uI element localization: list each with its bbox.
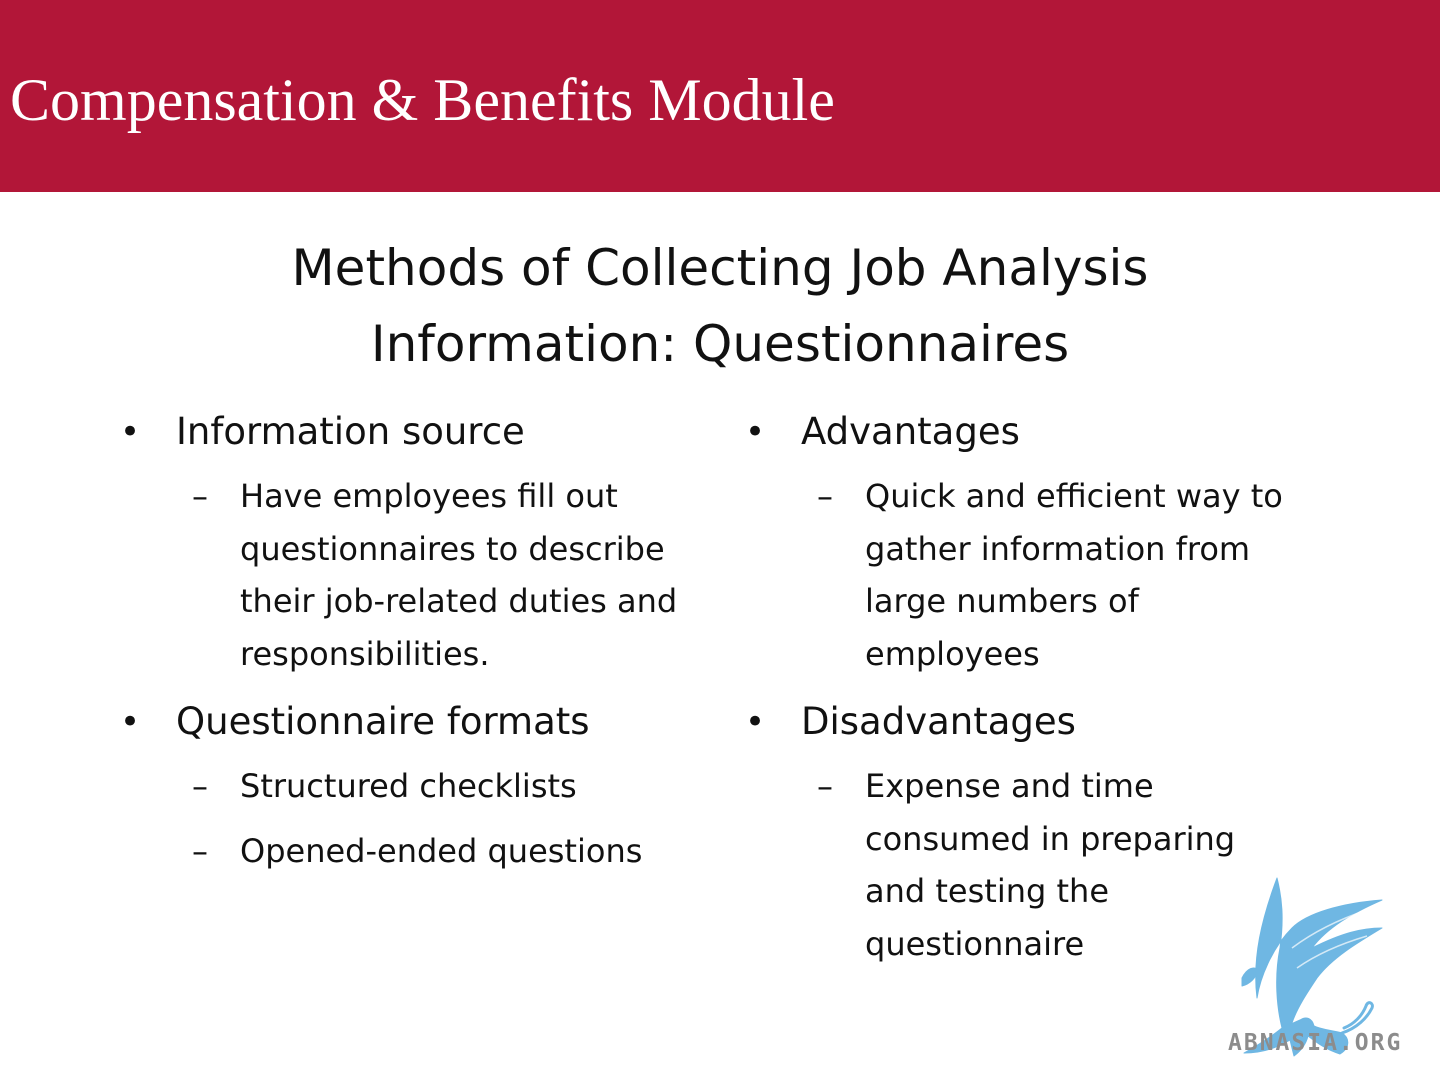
sub-list: – Expense and time consumed in preparing… (745, 760, 1305, 970)
dash-icon: – (192, 831, 208, 870)
bullet-icon: • (120, 702, 141, 742)
bullet-icon: • (120, 412, 141, 452)
sub-item: – Structured checklists (120, 760, 710, 813)
bullet-information-source: • Information source (120, 406, 710, 458)
dash-icon: – (192, 477, 208, 515)
sub-item-text: Quick and efficient way to gather inform… (865, 477, 1283, 673)
dash-icon: – (192, 767, 208, 805)
right-column: • Advantages – Quick and efficient way t… (745, 400, 1305, 986)
module-title: Compensation & Benefits Module (10, 67, 835, 133)
sub-item: – Expense and time consumed in preparing… (745, 760, 1305, 970)
griffin-logo-icon (1241, 877, 1383, 1057)
header-banner: Compensation & Benefits Module (0, 0, 1440, 192)
bullet-label: Information source (176, 410, 525, 453)
sub-item-text: Have employees fill out questionnaires t… (240, 477, 678, 673)
bullet-advantages: • Advantages (745, 406, 1305, 458)
bullet-icon: • (745, 412, 766, 452)
bullet-label: Advantages (801, 410, 1020, 453)
dash-icon: – (817, 477, 833, 515)
sub-item-text: Opened-ended questions (240, 831, 643, 870)
dash-icon: – (817, 767, 833, 805)
sub-item-text: Expense and time consumed in preparing a… (865, 767, 1236, 963)
left-column: • Information source – Have employees fi… (120, 400, 710, 893)
bullet-questionnaire-formats: • Questionnaire formats (120, 696, 710, 748)
sub-item: – Have employees fill out questionnaires… (120, 470, 710, 680)
sub-item-text: Structured checklists (240, 767, 577, 805)
sub-item: – Opened-ended questions (120, 825, 710, 878)
sub-list: – Quick and efficient way to gather info… (745, 470, 1305, 680)
bullet-label: Disadvantages (801, 700, 1076, 743)
slide-title-line-2: Information: Questionnaires (370, 315, 1070, 373)
slide-title-line-1: Methods of Collecting Job Analysis (291, 239, 1149, 297)
slide-title: Methods of Collecting Job Analysis Infor… (190, 230, 1250, 382)
sub-list: – Structured checklists – Opened-ended q… (120, 760, 710, 877)
sub-list: – Have employees fill out questionnaires… (120, 470, 710, 680)
bullet-disadvantages: • Disadvantages (745, 696, 1305, 748)
watermark-text: ABNASIA.ORG (1228, 1030, 1403, 1056)
bullet-icon: • (745, 702, 766, 742)
bullet-label: Questionnaire formats (176, 700, 590, 743)
sub-item: – Quick and efficient way to gather info… (745, 470, 1305, 680)
